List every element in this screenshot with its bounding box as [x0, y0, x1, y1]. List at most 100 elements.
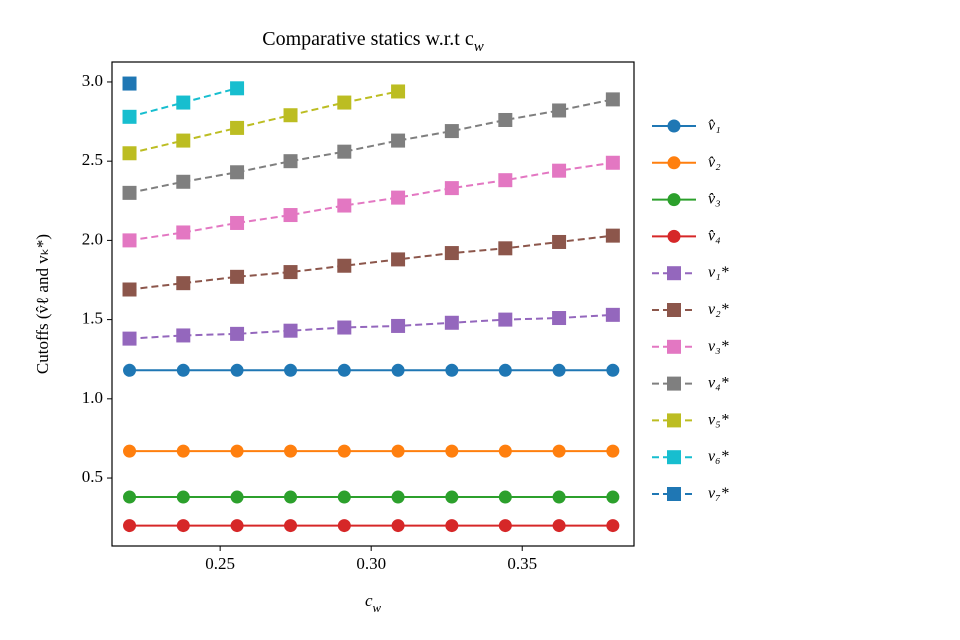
point	[498, 312, 513, 327]
legend-marker	[667, 413, 681, 428]
plot-frame	[111, 61, 635, 547]
point	[230, 165, 245, 180]
legend-label: v₆*	[708, 448, 729, 465]
legend-marker	[667, 303, 681, 317]
point	[552, 363, 566, 377]
legend-label: v̂₂	[708, 153, 721, 170]
point	[337, 490, 351, 504]
series-line	[129, 234, 613, 291]
point	[391, 252, 406, 267]
point	[176, 490, 190, 504]
point	[498, 173, 513, 188]
point	[123, 519, 137, 533]
point	[605, 307, 620, 322]
point	[122, 109, 137, 124]
point	[230, 444, 244, 458]
point	[176, 328, 191, 343]
point	[498, 519, 512, 533]
point	[444, 315, 459, 330]
legend-label: v₃*	[708, 337, 729, 354]
point	[552, 103, 567, 118]
point	[122, 282, 137, 297]
point	[230, 490, 244, 504]
legend-marker	[667, 376, 681, 391]
series-line	[129, 90, 399, 155]
legend-marker	[667, 156, 681, 170]
point	[444, 181, 459, 196]
point	[552, 444, 566, 458]
legend-label: v₂*	[708, 301, 729, 318]
point	[284, 519, 298, 533]
series-line	[129, 161, 613, 242]
point	[284, 363, 298, 377]
point	[606, 363, 620, 377]
point	[605, 155, 620, 170]
y-tick-label: 2.5	[82, 150, 103, 169]
point	[337, 444, 351, 458]
point	[498, 241, 513, 256]
point	[391, 363, 405, 377]
point	[552, 490, 566, 504]
point	[552, 234, 567, 249]
point	[444, 124, 459, 139]
legend-marker	[667, 266, 681, 281]
point	[230, 363, 244, 377]
point	[445, 444, 459, 458]
y-tick-label: 0.5	[82, 467, 103, 486]
point	[123, 363, 137, 377]
point	[122, 331, 137, 346]
y-tick-label: 2.0	[82, 229, 103, 248]
point	[337, 320, 352, 335]
point	[498, 112, 513, 127]
point	[391, 133, 406, 148]
point	[552, 311, 567, 326]
legend-marker	[667, 487, 681, 501]
x-tick-label: 0.30	[356, 554, 386, 573]
point	[445, 519, 459, 533]
point	[337, 198, 352, 213]
y-tick-label: 3.0	[82, 71, 103, 90]
legend-label: v₄*	[708, 374, 729, 391]
point	[176, 225, 191, 240]
point	[122, 146, 137, 161]
chart-title: Comparative statics w.r.t cw	[262, 28, 483, 56]
point	[552, 519, 566, 533]
point	[230, 120, 245, 135]
series-line	[129, 313, 613, 340]
point	[283, 265, 298, 280]
point	[283, 108, 298, 123]
legend-label: v₅*	[708, 411, 729, 428]
point	[391, 318, 406, 333]
point	[337, 363, 351, 377]
point	[284, 490, 298, 504]
point	[445, 363, 459, 377]
point	[176, 276, 191, 291]
point	[391, 84, 406, 99]
point	[230, 81, 245, 96]
point	[606, 444, 620, 458]
point	[176, 174, 191, 189]
point	[230, 326, 245, 341]
point	[122, 76, 137, 91]
point	[337, 258, 352, 273]
point	[176, 133, 191, 148]
point	[337, 95, 352, 110]
point	[606, 519, 620, 533]
point	[391, 519, 405, 533]
point	[230, 215, 245, 230]
legend-label: v₁*	[708, 264, 729, 281]
point	[337, 144, 352, 159]
point	[122, 185, 137, 200]
point	[122, 233, 137, 248]
point	[498, 444, 512, 458]
point	[176, 95, 191, 110]
point	[498, 363, 512, 377]
legend-marker	[667, 119, 681, 133]
point	[284, 444, 298, 458]
x-tick-label: 0.35	[507, 554, 537, 573]
point	[230, 269, 245, 284]
point	[283, 208, 298, 223]
point	[552, 163, 567, 178]
legend-label: v̂₁	[708, 117, 721, 134]
y-tick-label: 1.0	[82, 388, 103, 407]
